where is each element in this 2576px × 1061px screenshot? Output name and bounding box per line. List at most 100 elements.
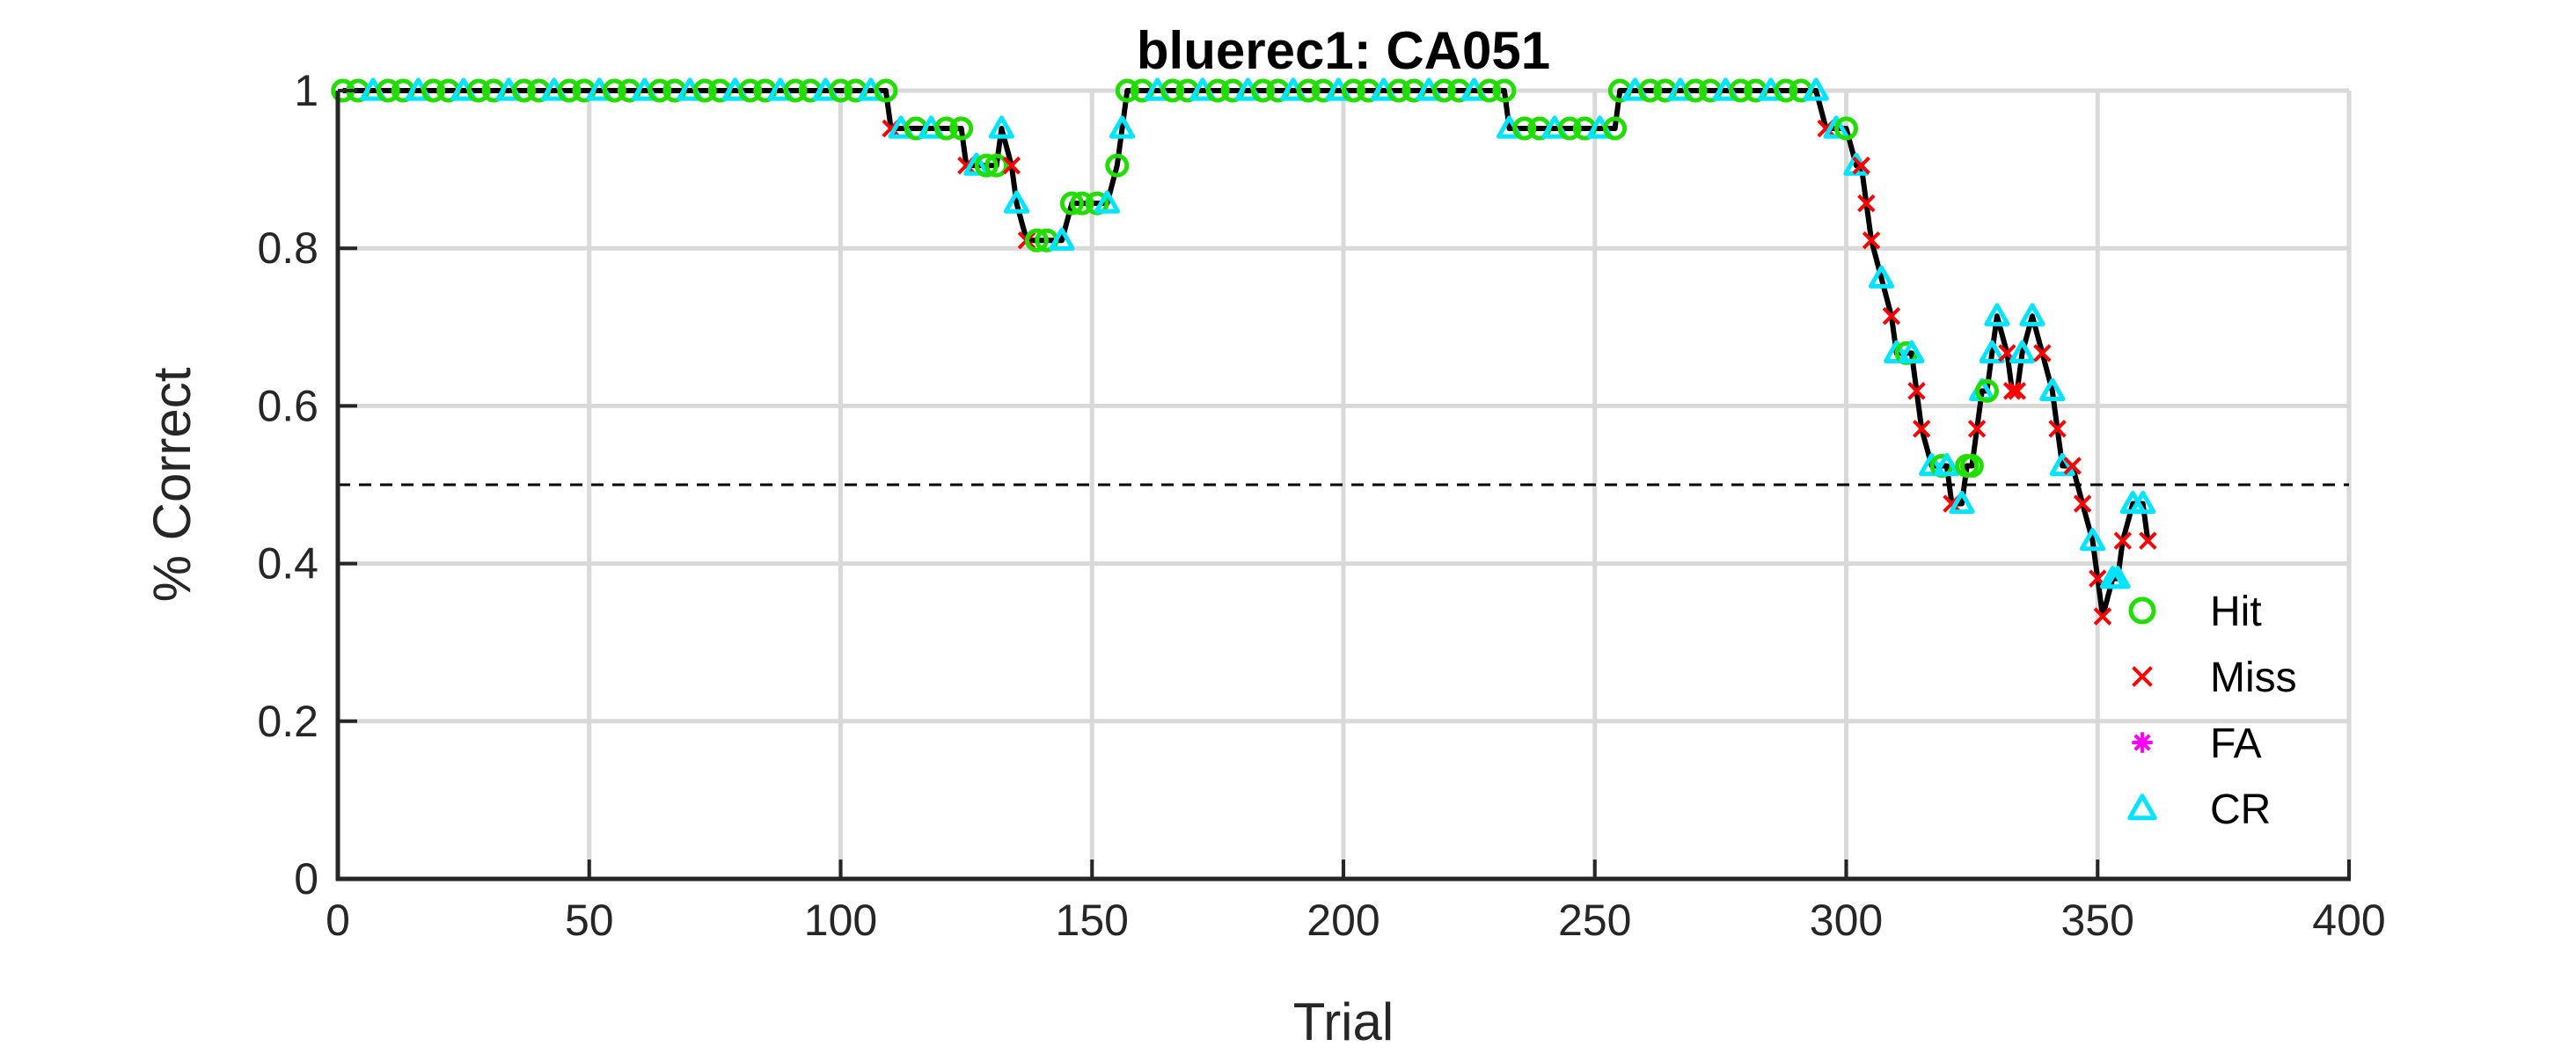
x-tick-label: 100 <box>804 896 877 945</box>
marker-miss <box>2008 382 2027 400</box>
marker-hit <box>1477 78 1502 103</box>
marker-cr <box>2104 566 2131 589</box>
marker-miss-stroke <box>2089 569 2107 588</box>
x-tick-labels: 0 50 100 150 200 250 300 350 400 <box>326 896 2386 945</box>
marker-hit <box>1115 78 1139 103</box>
marker-miss-stroke <box>2073 494 2092 513</box>
marker-hit <box>557 78 582 103</box>
marker-cr <box>1868 265 1895 289</box>
x-tick-label: 150 <box>1056 896 1129 945</box>
marker-miss-stroke <box>1852 156 1870 175</box>
y-axis-title: % Correct <box>143 367 201 602</box>
marker-cr <box>2039 377 2066 401</box>
marker-hit <box>874 78 898 103</box>
x-tick-label: 250 <box>1558 896 1631 945</box>
marker-hit <box>602 78 626 103</box>
marker-hit <box>974 153 999 178</box>
marker-hit <box>1431 78 1456 103</box>
marker-hit <box>1205 78 1230 103</box>
x-tick-label: 50 <box>565 896 614 945</box>
marker-hit <box>466 78 491 103</box>
marker-miss <box>1882 307 1901 326</box>
marker-hit <box>1492 78 1517 103</box>
y-tick-label: 0.4 <box>257 539 318 589</box>
marker-miss <box>1862 231 1881 250</box>
marker-miss <box>2063 457 2082 475</box>
marker-miss <box>1857 194 1876 213</box>
marker-miss-stroke <box>1998 344 2016 362</box>
marker-hit <box>949 116 974 141</box>
legend: Hit Miss FA CR <box>2127 589 2297 833</box>
marker-cr <box>1884 340 1910 363</box>
marker-hit <box>1774 78 1798 103</box>
marker-hit <box>1512 116 1537 141</box>
marker-miss-stroke <box>2113 531 2133 550</box>
marker-miss-stroke <box>2033 344 2052 362</box>
marker-miss <box>2093 607 2112 626</box>
marker-cr <box>2130 490 2156 515</box>
axes <box>335 89 2351 882</box>
marker-miss-stroke <box>1882 307 1901 326</box>
marker-cr <box>2049 452 2075 477</box>
y-tick-labels: 0 0.2 0.4 0.6 0.8 1 <box>257 66 318 904</box>
marker-miss <box>1852 156 1870 175</box>
marker-hit <box>511 78 536 103</box>
legend-label-miss: Miss <box>2210 655 2297 701</box>
marker-miss <box>2073 494 2092 513</box>
marker-miss-stroke <box>1907 382 1926 400</box>
y-tick-label: 1 <box>294 66 318 115</box>
marker-hit <box>1070 191 1094 216</box>
legend-label-cr: CR <box>2210 787 2271 833</box>
marker-miss <box>2033 344 2052 362</box>
marker-cr <box>1109 115 1136 139</box>
legend-label-fa: FA <box>2210 721 2262 767</box>
marker-hit <box>738 78 763 103</box>
x-tick-label: 300 <box>1810 896 1883 945</box>
marker-miss <box>2002 382 2022 400</box>
marker-hit <box>1296 78 1321 103</box>
marker-miss-stroke <box>2048 420 2067 438</box>
marker-miss <box>1907 382 1926 400</box>
y-tick-label: 0.2 <box>257 697 318 746</box>
legend-marker-hit <box>2128 596 2156 625</box>
marker-cr <box>1003 190 1030 214</box>
legend-marker-miss-stroke <box>2132 666 2153 687</box>
x-tick-label: 400 <box>2312 896 2385 945</box>
marker-cr <box>1919 452 1945 477</box>
marker-hit <box>829 78 853 103</box>
marker-hit <box>1959 453 1984 478</box>
marker-hit <box>1105 153 1130 178</box>
marker-miss-stroke <box>1002 156 1021 175</box>
marker-cr <box>1094 190 1120 214</box>
marker-cr <box>1823 115 1849 139</box>
x-tick-label: 350 <box>2061 896 2134 945</box>
marker-hit <box>692 78 717 103</box>
marker-miss <box>1913 420 1931 438</box>
marker-cr <box>1979 340 2005 363</box>
marker-hit <box>1024 228 1049 252</box>
marker-hit <box>1728 78 1753 103</box>
marker-miss-stroke <box>2002 382 2022 400</box>
marker-miss-stroke <box>2063 457 2082 475</box>
x-axis-title: Trial <box>1293 992 1394 1051</box>
marker-hit <box>783 78 808 103</box>
marker-miss <box>2139 531 2157 550</box>
marker-miss <box>2113 531 2133 550</box>
marker-cr <box>988 115 1014 139</box>
x-tick-label: 0 <box>326 896 350 945</box>
y-tick-label: 0.8 <box>257 223 318 273</box>
marker-hit <box>1251 78 1276 103</box>
marker-hit <box>648 78 672 103</box>
marker-miss-stroke <box>1857 194 1876 213</box>
marker-cr <box>2079 528 2106 552</box>
y-tick-label: 0.6 <box>257 381 318 430</box>
marker-miss-stroke <box>2008 382 2027 400</box>
marker-miss-stroke <box>2139 531 2157 550</box>
marker-miss-stroke <box>1967 420 1987 438</box>
marker-hit <box>1387 78 1411 103</box>
marker-hit <box>1834 116 1858 141</box>
marker-cr <box>1049 227 1075 251</box>
y-tick-label: 0 <box>294 854 318 904</box>
legend-marker-cr <box>2127 794 2157 821</box>
